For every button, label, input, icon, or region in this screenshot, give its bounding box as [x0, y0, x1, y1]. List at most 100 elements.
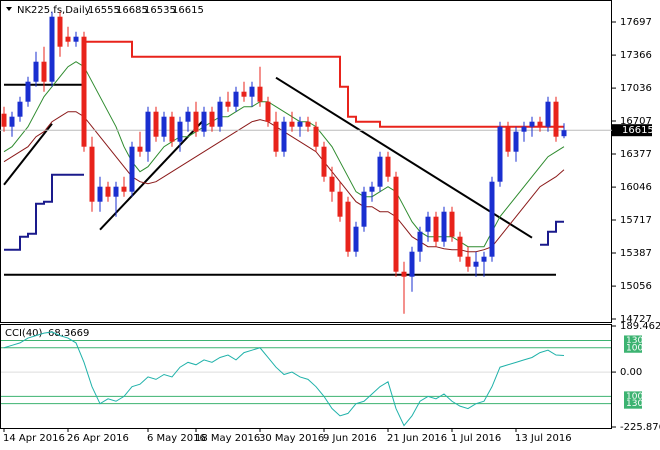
cci-value: 68.3669	[48, 328, 89, 339]
candle-body	[257, 86, 263, 102]
y-tick-label: 16377	[620, 149, 652, 160]
candle-body	[17, 101, 23, 117]
candle-body	[153, 111, 159, 137]
candle-body	[105, 186, 111, 197]
candle-body	[377, 156, 383, 187]
candle-body	[473, 261, 479, 267]
candle-body	[89, 146, 95, 202]
trend-line	[275, 76, 533, 239]
indicator-line	[84, 40, 564, 128]
y-tick-label: 14727	[620, 314, 652, 325]
candle-body	[401, 271, 407, 277]
menu-arrow[interactable]	[6, 7, 12, 11]
candle-body	[169, 116, 175, 142]
candle-body	[201, 111, 207, 132]
candle-body	[41, 61, 47, 82]
candle-body	[441, 211, 447, 242]
x-tick-label: 14 Apr 2016	[3, 433, 65, 444]
y-tick-label: 16707	[620, 116, 652, 127]
candle-body	[217, 101, 223, 127]
x-tick-label: 26 Apr 2016	[67, 433, 129, 444]
cci-level-box	[624, 398, 642, 409]
candle-body	[25, 81, 31, 102]
cci-tick-label: 0.00	[620, 367, 642, 378]
candle-body	[481, 256, 487, 262]
candle-body	[129, 146, 135, 192]
candle-body	[249, 86, 255, 97]
candle-body	[345, 201, 351, 252]
candle-body	[553, 101, 559, 137]
cci-level-label: 100	[626, 392, 643, 402]
x-tick-label: 30 May 2016	[259, 433, 324, 444]
y-tick-label: 16046	[620, 182, 652, 193]
candle-body	[57, 16, 63, 47]
candle-body	[353, 226, 359, 252]
candle-body	[305, 121, 311, 127]
candle-body	[561, 130, 567, 137]
candle-body	[65, 36, 71, 42]
candle-body	[73, 36, 79, 42]
candle-body	[329, 176, 335, 192]
x-tick-label: 9 Jun 2016	[323, 433, 377, 444]
candle-body	[297, 121, 303, 127]
candle-body	[337, 191, 343, 217]
candle-body	[513, 131, 519, 152]
price-tag	[612, 124, 652, 137]
candle-body	[193, 111, 199, 132]
candle-body	[425, 216, 431, 232]
candle-body	[281, 121, 287, 152]
x-tick-label: 6 May 2016	[147, 433, 206, 444]
low-value: 16535	[144, 5, 176, 16]
y-tick-label: 17697	[620, 17, 652, 28]
y-tick-label: 15387	[620, 248, 652, 259]
candle-body	[209, 111, 215, 127]
cci-level-box	[624, 335, 642, 346]
candle-body	[273, 121, 279, 152]
candle-body	[521, 126, 527, 132]
cci-tick-label: -225.876	[620, 422, 660, 433]
candle-body	[361, 191, 367, 227]
candle-body	[369, 186, 375, 192]
cci-label: CCI(40)	[5, 328, 43, 339]
candle-body	[185, 111, 191, 122]
candle-body	[537, 121, 543, 127]
cci-level-label: 130	[626, 399, 643, 409]
candle-body	[289, 121, 295, 127]
y-tick-label: 15717	[620, 215, 652, 226]
candle-body	[489, 181, 495, 257]
candle-body	[145, 111, 151, 152]
candle-body	[433, 216, 439, 242]
x-tick-label: 21 Jun 2016	[387, 433, 447, 444]
cci-level-box	[624, 391, 642, 402]
candle-body	[121, 186, 127, 192]
cci-level-box	[624, 342, 642, 353]
cci-level-label: 100	[626, 343, 643, 353]
candle-body	[233, 91, 239, 107]
cci-tick-label: 189.4629	[620, 321, 660, 332]
symbol: NK225.fs,Daily	[17, 5, 91, 16]
candle-body	[313, 126, 319, 147]
indicator-line	[3, 61, 565, 248]
candle-body	[545, 101, 551, 127]
main-panel	[0, 0, 612, 323]
candle-body	[409, 251, 415, 277]
candle-body	[241, 91, 247, 97]
cci-line	[3, 331, 565, 427]
candle-body	[9, 116, 15, 127]
candle-body	[505, 126, 511, 152]
x-tick-label: 18 May 2016	[195, 433, 260, 444]
cci-level-label: 130	[626, 336, 643, 346]
candle-body	[385, 156, 391, 177]
candle-body	[97, 186, 103, 202]
candle-body	[113, 186, 119, 197]
candle-body	[529, 121, 535, 127]
trend-line	[99, 119, 205, 231]
y-tick-label: 17036	[620, 83, 652, 94]
price-tag-label: 16615	[622, 125, 654, 136]
candle-body	[265, 101, 271, 122]
candle-body	[1, 113, 7, 127]
candle-body	[81, 36, 87, 147]
x-tick-label: 13 Jul 2016	[515, 433, 572, 444]
candle-body	[457, 236, 463, 257]
